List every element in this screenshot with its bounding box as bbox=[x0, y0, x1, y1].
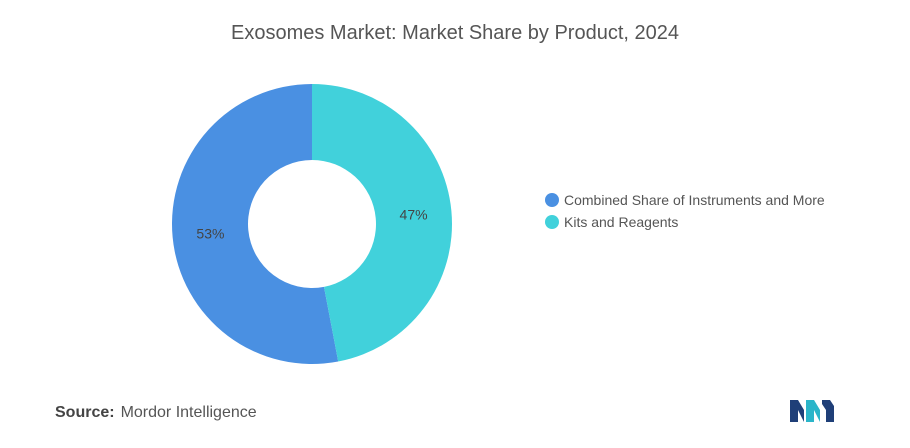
source-label: Source: bbox=[55, 404, 115, 421]
source-line: Source: Mordor Intelligence bbox=[55, 404, 257, 422]
chart-title: Exosomes Market: Market Share by Product… bbox=[231, 22, 679, 44]
slice-kits bbox=[312, 84, 452, 362]
slice-instruments bbox=[171, 84, 339, 364]
legend-swatch-kits bbox=[545, 215, 559, 229]
data-label-kits: 47% bbox=[400, 206, 428, 222]
chart-legend: Combined Share of Instruments and More K… bbox=[545, 189, 825, 233]
legend-item-kits: Kits and Reagents bbox=[545, 211, 825, 233]
legend-item-instruments: Combined Share of Instruments and More bbox=[545, 189, 825, 211]
legend-label-instruments: Combined Share of Instruments and More bbox=[564, 192, 825, 208]
legend-swatch-instruments bbox=[545, 193, 559, 207]
data-label-instruments: 53% bbox=[196, 226, 224, 242]
source-text: Mordor Intelligence bbox=[120, 404, 257, 421]
mordor-intelligence-logo-icon bbox=[790, 400, 834, 422]
legend-label-kits: Kits and Reagents bbox=[564, 214, 679, 230]
